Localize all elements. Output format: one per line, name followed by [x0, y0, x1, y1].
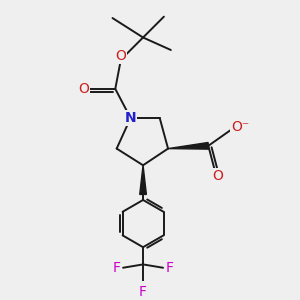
Text: F: F — [139, 285, 147, 299]
Text: O: O — [116, 50, 126, 63]
Polygon shape — [140, 165, 146, 194]
Polygon shape — [168, 142, 208, 149]
Text: O: O — [212, 169, 223, 182]
Text: F: F — [113, 261, 121, 275]
Text: O⁻: O⁻ — [231, 120, 249, 134]
Text: N: N — [125, 111, 136, 125]
Text: F: F — [165, 261, 173, 275]
Text: O: O — [79, 82, 89, 96]
